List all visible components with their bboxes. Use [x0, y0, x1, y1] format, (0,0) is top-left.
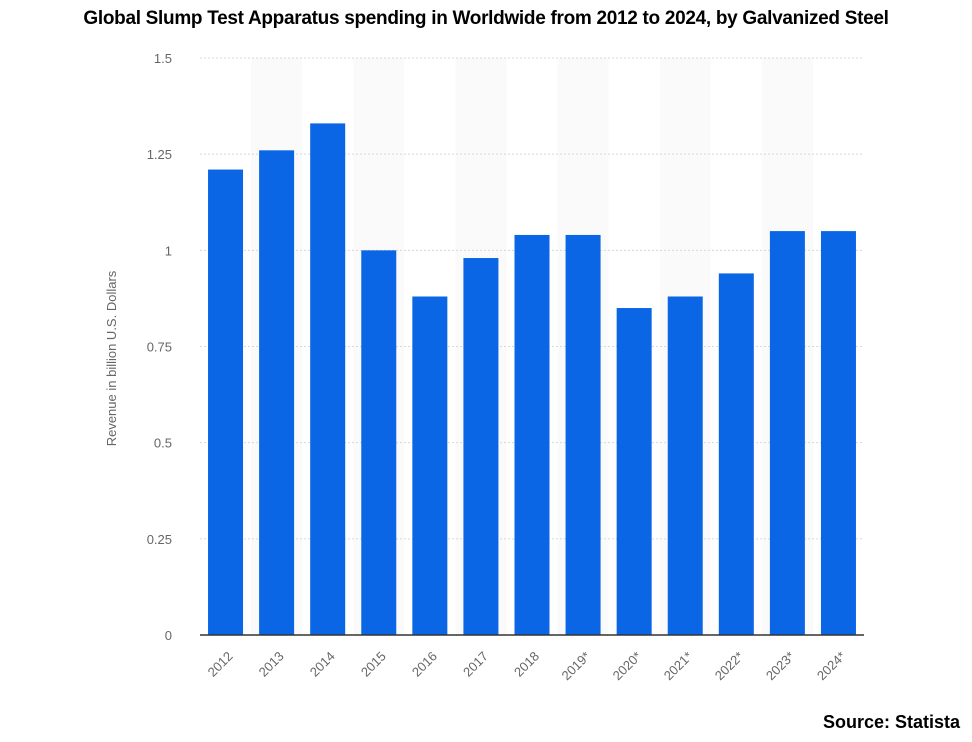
x-tick-label: 2023* [763, 649, 798, 684]
bar-2013 [259, 150, 295, 635]
x-tick-label: 2012 [205, 649, 236, 680]
bar-2015 [361, 250, 397, 636]
y-tick-label: 1 [165, 243, 172, 258]
bar-2020 [616, 308, 652, 635]
x-tick-label: 2021* [661, 649, 696, 684]
x-tick-label: 2022* [712, 649, 747, 684]
y-tick-label: 0.5 [154, 436, 172, 451]
bar-2019 [565, 234, 601, 636]
bar-2018 [514, 234, 550, 636]
bar-2022 [718, 273, 754, 635]
bar-2024 [820, 231, 856, 635]
y-axis-label: Revenue in billion U.S. Dollars [104, 270, 119, 446]
x-tick-label: 2019* [559, 649, 594, 684]
x-tick-label: 2020* [610, 649, 645, 684]
bar-2016 [412, 296, 448, 635]
chart-title: Global Slump Test Apparatus spending in … [83, 8, 889, 29]
x-tick-label: 2017 [460, 649, 491, 680]
x-tick-label: 2014 [307, 649, 338, 680]
y-tick-label: 0 [165, 628, 172, 643]
x-tick-label: 2015 [358, 649, 389, 680]
bar-2021 [667, 296, 703, 635]
x-tick-label: 2024* [814, 649, 849, 684]
y-tick-label: 0.25 [147, 532, 172, 547]
bar-2012 [208, 169, 244, 635]
bar-2017 [463, 258, 499, 635]
x-tick-label: 2013 [256, 649, 287, 680]
source-label: Source: Statista [822, 712, 960, 732]
x-tick-label: 2018 [511, 649, 542, 680]
bar-2023 [769, 231, 805, 635]
y-tick-label: 0.75 [147, 340, 172, 355]
x-tick-label: 2016 [409, 649, 440, 680]
bar-2014 [310, 123, 346, 635]
y-tick-label: 1.5 [154, 51, 172, 66]
y-tick-label: 1.25 [147, 147, 172, 162]
